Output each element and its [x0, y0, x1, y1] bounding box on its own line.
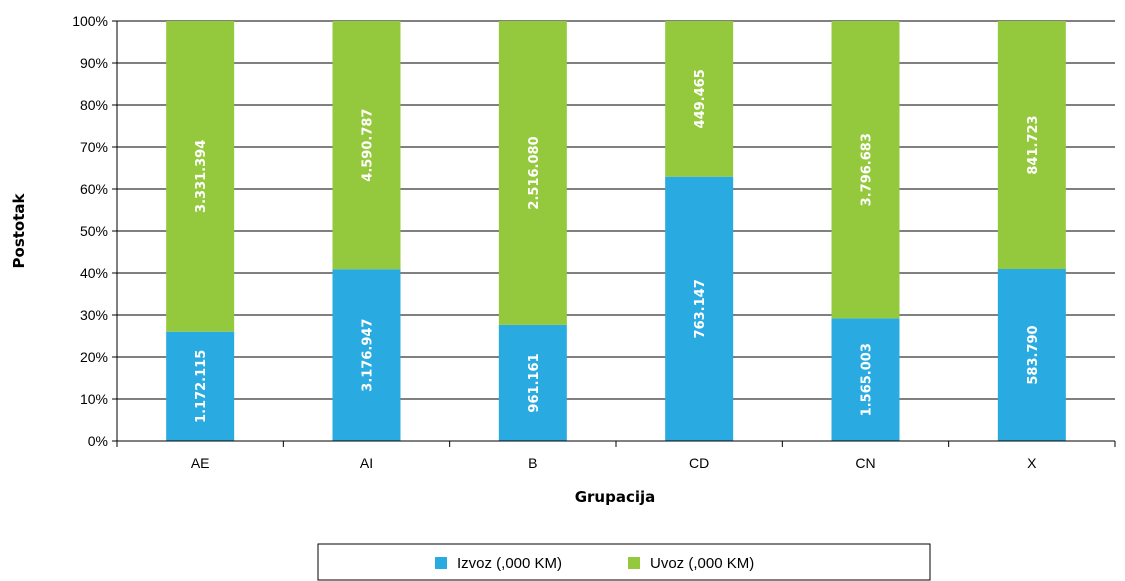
bar-data-label: 449.465: [693, 69, 708, 128]
bar-data-label: 1.565.003: [860, 343, 875, 416]
bar-data-label: 3.176.947: [361, 319, 376, 392]
bar-data-label: 961.161: [527, 353, 542, 412]
bar-data-label: 3.796.683: [860, 133, 875, 206]
y-axis-title: Postotak: [10, 192, 28, 268]
y-tick-label: 50%: [80, 223, 108, 239]
bar-data-label: 3.331.394: [194, 140, 209, 213]
y-tick-labels: 0% 10% 20% 30% 40% 50% 60% 70% 80% 90% 100%: [72, 13, 108, 449]
bar-data-label: 2.516.080: [527, 136, 542, 209]
y-tick-label: 80%: [80, 97, 108, 113]
bar-segment: [997, 268, 1066, 441]
x-tick-label: AE: [191, 455, 210, 471]
x-tick-label: B: [528, 455, 537, 471]
y-tick-label: 20%: [80, 349, 108, 365]
bar-data-label: 4.590.787: [361, 109, 376, 182]
y-tick-label: 100%: [72, 13, 108, 29]
bar-segment: [665, 21, 734, 177]
bar-segment: [332, 21, 401, 270]
bars: 1.172.115 3.331.394 3.176.947 4.590.787 961.…: [166, 21, 1066, 442]
x-axis-title: Grupacija: [575, 488, 656, 506]
bar-segment: [166, 21, 235, 332]
y-tick-label: 70%: [80, 139, 108, 155]
bar-segment: [166, 331, 235, 441]
bar-data-label: 1.172.115: [194, 350, 209, 423]
legend-swatch: [435, 557, 447, 569]
axes: [112, 20, 1116, 447]
x-tick-label: X: [1027, 455, 1037, 471]
bar-segment: [332, 269, 401, 441]
y-tick-label: 0%: [88, 433, 108, 449]
bar-data-label: 763.147: [693, 279, 708, 338]
legend: Izvoz (,000 KM) Uvoz (,000 KM): [317, 543, 931, 581]
x-tick-labels: AE AI B CD CN X: [191, 455, 1037, 471]
x-tick-label: AI: [360, 455, 373, 471]
y-tick-label: 40%: [80, 265, 108, 281]
x-tick-label: CN: [855, 455, 875, 471]
legend-swatch: [628, 557, 640, 569]
bar-segment: [831, 21, 900, 319]
bar-segment: [498, 21, 567, 325]
legend-label: Izvoz (,000 KM): [457, 555, 562, 572]
legend-label: Uvoz (,000 KM): [650, 555, 754, 572]
y-tick-label: 60%: [80, 181, 108, 197]
bar-segment: [831, 318, 900, 441]
bar-data-label: 841.723: [1026, 115, 1041, 174]
y-tick-label: 10%: [80, 391, 108, 407]
y-tick-label: 30%: [80, 307, 108, 323]
gridlines: [117, 20, 1115, 400]
bar-segment: [997, 21, 1066, 269]
bar-data-label: 583.790: [1026, 325, 1041, 384]
bar-segment: [498, 324, 567, 441]
x-tick-label: CD: [689, 455, 709, 471]
legend-box: [317, 543, 931, 581]
y-tick-label: 90%: [80, 55, 108, 71]
bar-segment: [665, 176, 734, 442]
